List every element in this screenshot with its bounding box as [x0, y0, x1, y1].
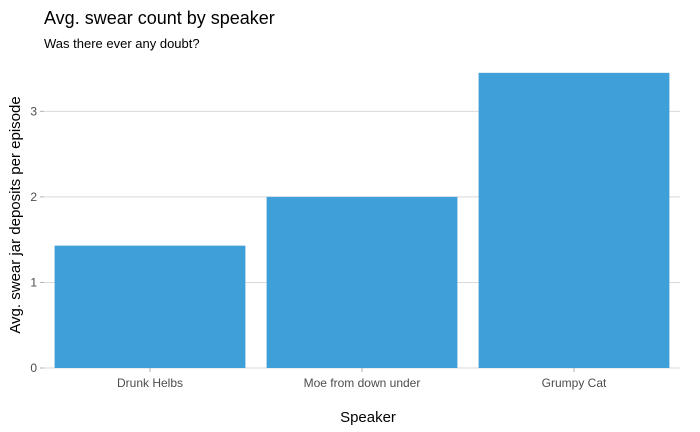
x-tick-label-2: Grumpy Cat — [542, 376, 607, 390]
bar-2 — [478, 72, 670, 368]
y-tick-label-3: 3 — [30, 104, 37, 118]
y-tick-label-1: 1 — [30, 275, 37, 289]
bar-1 — [266, 196, 458, 368]
x-tick-label-0: Drunk Helbs — [117, 376, 183, 390]
chart-subtitle: Was there ever any doubt? — [44, 36, 200, 51]
x-tick-label-1: Moe from down under — [304, 376, 421, 390]
y-tick-label-2: 2 — [30, 190, 37, 204]
chart-title: Avg. swear count by speaker — [44, 8, 275, 28]
y-axis-title: Avg. swear jar deposits per episode — [7, 96, 24, 333]
bar-0 — [54, 245, 246, 368]
y-tick-label-0: 0 — [30, 361, 37, 375]
x-axis-title: Speaker — [340, 409, 396, 426]
bars — [54, 72, 670, 368]
y-axis-ticks: 0 1 2 3 — [30, 104, 44, 375]
x-axis-ticks: Drunk Helbs Moe from down under Grumpy Cat — [117, 368, 607, 390]
